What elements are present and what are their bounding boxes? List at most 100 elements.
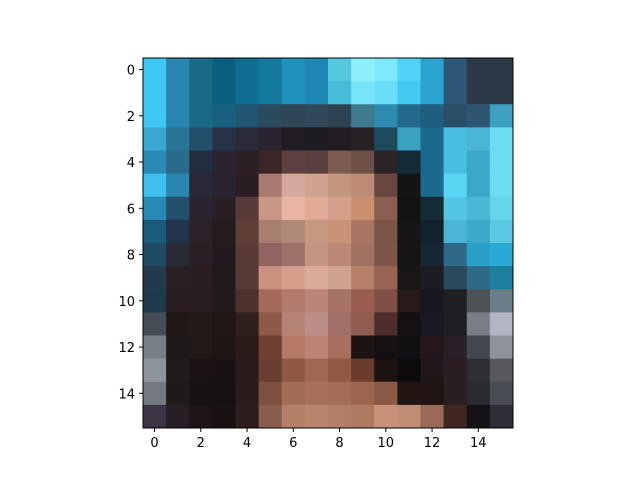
- pixel-cell: [397, 196, 421, 221]
- pixel-cell: [351, 312, 375, 336]
- x-tick-label: 6: [289, 436, 297, 451]
- pixel-cell: [235, 266, 260, 290]
- pixel-cell: [189, 58, 213, 82]
- pixel-cell: [466, 335, 491, 360]
- pixel-cell: [258, 312, 283, 336]
- pixel-cell: [281, 404, 306, 429]
- pixel-cell: [351, 219, 375, 244]
- pixel-cell: [304, 358, 329, 383]
- x-tick-label: 2: [197, 436, 205, 451]
- x-tick-label: 14: [470, 436, 487, 451]
- pixel-cell: [466, 266, 491, 290]
- pixel-cell: [258, 81, 283, 105]
- pixel-cell: [258, 104, 283, 128]
- pixel-cell: [304, 58, 329, 82]
- pixel-cell: [466, 81, 491, 105]
- pixel-cell: [374, 289, 398, 313]
- pixel-cell: [212, 150, 236, 175]
- pixel-cell: [374, 173, 398, 198]
- pixel-cell: [328, 335, 352, 360]
- pixel-cell: [328, 243, 352, 267]
- pixel-cell: [189, 266, 213, 290]
- pixel-cell: [397, 173, 421, 198]
- pixel-cell: [489, 335, 514, 360]
- pixel-cell: [235, 335, 260, 360]
- pixel-cell: [328, 312, 352, 336]
- pixel-cell: [397, 58, 421, 82]
- pixel-cell: [420, 196, 445, 221]
- pixel-cell: [143, 58, 167, 82]
- pixel-cell: [443, 335, 468, 360]
- y-tick-label: 10: [118, 295, 135, 310]
- pixel-cell: [489, 381, 514, 406]
- pixel-cell: [166, 81, 190, 105]
- pixel-cell: [420, 58, 445, 82]
- pixel-cell: [281, 127, 306, 151]
- pixel-cell: [235, 127, 260, 151]
- pixel-cell: [189, 312, 213, 336]
- pixel-cell: [189, 404, 213, 429]
- pixel-cell: [235, 358, 260, 383]
- pixel-cell: [489, 404, 514, 429]
- x-tick-label: 12: [424, 436, 441, 451]
- pixel-cell: [466, 243, 491, 267]
- pixel-cell: [166, 289, 190, 313]
- pixel-cell: [328, 104, 352, 128]
- pixel-cell: [235, 219, 260, 244]
- pixel-cell: [189, 243, 213, 267]
- pixel-cell: [143, 358, 167, 383]
- pixel-cell: [143, 104, 167, 128]
- pixel-cell: [328, 266, 352, 290]
- pixel-cell: [374, 127, 398, 151]
- pixel-cell: [374, 81, 398, 105]
- pixel-cell: [489, 81, 514, 105]
- pixel-cell: [489, 150, 514, 175]
- pixel-cell: [304, 243, 329, 267]
- pixel-cell: [281, 266, 306, 290]
- pixel-cell: [328, 381, 352, 406]
- pixel-cell: [281, 219, 306, 244]
- y-tick-label: 2: [127, 110, 135, 125]
- pixel-cell: [281, 58, 306, 82]
- pixel-cell: [374, 58, 398, 82]
- pixel-cell: [143, 404, 167, 429]
- pixel-cell: [143, 312, 167, 336]
- pixel-cell: [351, 404, 375, 429]
- pixel-cell: [420, 173, 445, 198]
- pixel-cell: [212, 404, 236, 429]
- pixel-cell: [235, 243, 260, 267]
- pixel-cell: [166, 381, 190, 406]
- pixel-cell: [397, 266, 421, 290]
- pixel-cell: [258, 219, 283, 244]
- pixel-cell: [397, 404, 421, 429]
- pixel-cell: [212, 127, 236, 151]
- pixel-cell: [443, 243, 468, 267]
- pixel-cell: [143, 173, 167, 198]
- pixel-cell: [351, 196, 375, 221]
- pixel-cell: [443, 58, 468, 82]
- pixel-cell: [328, 127, 352, 151]
- pixel-cell: [189, 289, 213, 313]
- pixel-cell: [489, 104, 514, 128]
- pixel-cell: [212, 219, 236, 244]
- pixel-cell: [212, 243, 236, 267]
- pixel-cell: [443, 312, 468, 336]
- pixel-cell: [166, 219, 190, 244]
- pixel-cell: [466, 173, 491, 198]
- pixel-cell: [258, 150, 283, 175]
- pixel-cell: [420, 289, 445, 313]
- pixel-cell: [189, 381, 213, 406]
- pixel-cell: [397, 358, 421, 383]
- y-tick-label: 12: [118, 341, 135, 356]
- pixel-cell: [466, 289, 491, 313]
- pixel-cell: [374, 381, 398, 406]
- heatmap-image: [143, 58, 514, 429]
- pixel-cell: [489, 312, 514, 336]
- pixel-cell: [443, 127, 468, 151]
- pixel-cell: [420, 335, 445, 360]
- pixel-cell: [374, 335, 398, 360]
- pixel-cell: [166, 104, 190, 128]
- pixel-cell: [143, 266, 167, 290]
- pixel-cell: [420, 312, 445, 336]
